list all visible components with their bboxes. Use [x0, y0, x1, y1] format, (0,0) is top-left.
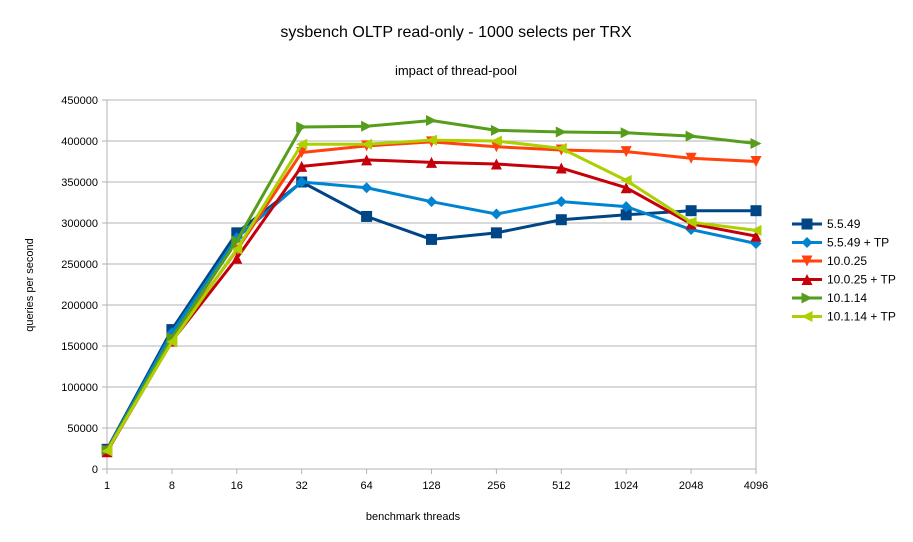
legend-item: 5.5.49 + TP: [792, 236, 889, 250]
legend-label: 5.5.49 + TP: [827, 236, 889, 250]
data-point: [361, 154, 373, 166]
legend-marker: [801, 292, 813, 304]
data-point: [296, 176, 308, 188]
x-tick-label: 32: [296, 480, 308, 492]
legend-label: 10.1.14 + TP: [827, 310, 896, 324]
series-10-0-25-tp: [101, 154, 762, 458]
data-point: [490, 208, 502, 220]
data-point: [620, 201, 632, 213]
data-point: [490, 158, 502, 170]
data-point: [555, 142, 567, 154]
x-axis-label: benchmark threads: [366, 511, 461, 523]
x-tick-label: 1024: [614, 480, 638, 492]
legend-label: 5.5.49: [827, 217, 861, 231]
data-point: [426, 196, 437, 208]
data-point: [231, 252, 243, 264]
data-point: [361, 182, 373, 194]
data-point: [490, 135, 502, 147]
legend-item: 5.5.49: [792, 217, 861, 231]
data-point: [296, 160, 308, 172]
legend-marker: [801, 237, 813, 248]
x-axis: 1 8 16 32 64 128 256 512 1024 2048 4096: [104, 469, 768, 492]
y-tick-label: 0: [92, 464, 98, 476]
data-point: [620, 174, 632, 186]
legend-marker: [801, 311, 813, 322]
legend-marker: [801, 255, 813, 267]
x-tick-label: 2048: [679, 480, 703, 492]
data-point: [296, 138, 308, 150]
series-5-5-49-tp: [101, 176, 762, 456]
y-tick-label: 450000: [61, 95, 98, 107]
chart-title: sysbench OLTP read-only - 1000 selects p…: [280, 24, 632, 41]
series-10-1-14: [101, 115, 762, 456]
data-point: [426, 156, 437, 168]
x-tick-label: 512: [552, 480, 570, 492]
data-point: [426, 115, 437, 126]
data-point: [620, 127, 632, 139]
data-point: [620, 182, 632, 194]
data-point: [685, 130, 697, 142]
data-point: [555, 214, 567, 226]
data-point: [750, 205, 762, 217]
data-point: [166, 336, 178, 348]
data-point: [685, 216, 697, 228]
y-axis: 0 50000 100000 150000 200000 250000 300000 3500…: [61, 95, 107, 476]
y-tick-label: 400000: [61, 136, 98, 148]
series-line: [105, 138, 757, 452]
data-point: [490, 124, 502, 136]
legend-item: 10.1.14: [792, 291, 867, 305]
chart-subtitle: impact of thread-pool: [395, 63, 517, 78]
x-tick-label: 64: [360, 480, 372, 492]
legend-label: 10.1.14: [827, 291, 867, 305]
legend-label: 10.0.25 + TP: [827, 273, 896, 287]
legend-item: 10.0.25: [792, 254, 867, 268]
legend-label: 10.0.25: [827, 254, 867, 268]
data-point: [426, 134, 437, 146]
x-tick-label: 8: [169, 480, 175, 492]
data-point: [490, 227, 502, 239]
y-tick-label: 200000: [61, 300, 98, 312]
legend-marker: [801, 274, 813, 285]
data-point: [361, 210, 373, 222]
legend: 5.5.49 5.5.49 + TP 10.0.25 10.0.25 + TP 10.1…: [792, 217, 896, 324]
data-point: [750, 156, 762, 167]
data-point: [555, 162, 567, 174]
data-point: [620, 146, 632, 158]
y-tick-label: 250000: [61, 259, 98, 271]
data-point: [750, 224, 762, 236]
series-line: [105, 180, 756, 451]
data-point: [620, 209, 632, 221]
series-10-1-14-tp: [101, 134, 762, 457]
x-tick-label: 16: [231, 480, 243, 492]
legend-item: 10.1.14 + TP: [792, 310, 896, 324]
y-tick-label: 300000: [61, 218, 98, 230]
data-point: [296, 121, 308, 133]
x-tick-label: 256: [487, 480, 505, 492]
y-tick-label: 50000: [67, 423, 98, 435]
data-point: [750, 137, 762, 149]
series-line: [105, 180, 757, 451]
y-tick-label: 100000: [61, 382, 98, 394]
data-point: [426, 233, 437, 245]
x-tick-label: 4096: [744, 480, 768, 492]
y-tick-label: 150000: [61, 341, 98, 353]
data-point: [685, 152, 697, 164]
series-group: [101, 115, 762, 458]
data-point: [361, 120, 373, 132]
data-point: [555, 196, 567, 208]
legend-marker: [801, 218, 813, 230]
data-point: [750, 230, 762, 242]
data-point: [101, 445, 113, 457]
data-point: [555, 126, 567, 138]
data-point: [685, 205, 697, 217]
x-tick-label: 128: [422, 480, 440, 492]
x-tick-label: 1: [104, 480, 110, 492]
data-point: [231, 235, 243, 247]
y-tick-label: 350000: [61, 177, 98, 189]
data-point: [231, 243, 243, 255]
legend-item: 10.0.25 + TP: [792, 273, 896, 287]
data-point: [361, 138, 373, 150]
y-axis-label: queries per second: [24, 238, 36, 332]
